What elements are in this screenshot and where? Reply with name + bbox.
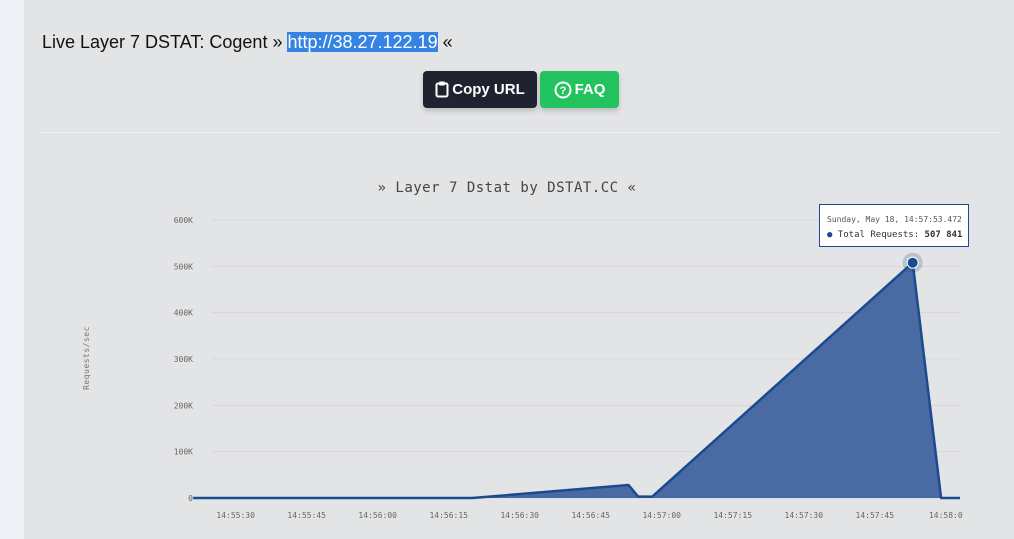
copy-url-button[interactable]: Copy URL: [423, 71, 537, 108]
left-rail: [0, 0, 24, 539]
y-tick-label: 100K: [174, 448, 193, 457]
x-tick-label: 14:58:0: [929, 511, 963, 520]
y-tick-label: 200K: [174, 401, 193, 410]
clipboard-icon: [435, 81, 449, 98]
highlight-point: [906, 256, 919, 269]
x-tick-label: 14:56:30: [500, 511, 539, 520]
y-tick-label: 300K: [174, 355, 193, 364]
faq-label: FAQ: [574, 81, 606, 98]
page-header: Live Layer 7 DSTAT: Cogent » http://38.2…: [42, 32, 453, 53]
copy-url-label: Copy URL: [452, 81, 525, 98]
series-line: [193, 261, 960, 500]
x-tick-label: 14:55:30: [216, 511, 255, 520]
chart-tooltip: Sunday, May 18, 14:57:53.472 ● Total Req…: [819, 204, 969, 247]
x-tick-label: 14:56:00: [358, 511, 397, 520]
y-tick-label: 500K: [174, 262, 193, 271]
x-tick-label: 14:56:45: [571, 511, 610, 520]
chart-title: » Layer 7 Dstat by DSTAT.CC «: [377, 180, 637, 196]
tooltip-value: 507 841: [924, 230, 963, 240]
tooltip-date: Sunday, May 18, 14:57:53.472: [827, 215, 962, 224]
question-circle-icon: ?: [554, 81, 572, 98]
x-tick-label: 14:57:30: [785, 511, 824, 520]
x-tick-label: 14:57:00: [642, 511, 681, 520]
action-buttons: Copy URL ? FAQ: [423, 71, 619, 108]
x-tick-label: 14:57:45: [856, 511, 895, 520]
x-tick-label: 14:57:15: [713, 511, 752, 520]
header-prefix: Live Layer 7 DSTAT: Cogent »: [42, 32, 283, 52]
y-axis-label: Requests/sec: [82, 326, 91, 390]
y-tick-label: 400K: [174, 309, 193, 318]
series-area: [193, 262, 961, 498]
target-url[interactable]: http://38.27.122.19: [287, 32, 438, 52]
divider: [40, 132, 1000, 133]
tooltip-row: ● Total Requests: 507 841: [827, 230, 962, 240]
y-tick-label: 600K: [174, 216, 193, 225]
header-suffix: «: [442, 32, 453, 52]
y-tick-label: 0: [188, 494, 193, 503]
x-tick-label: 14:55:45: [287, 511, 326, 520]
tooltip-label: Total Requests:: [837, 230, 920, 240]
x-tick-label: 14:56:15: [429, 511, 468, 520]
svg-text:?: ?: [559, 85, 566, 97]
series-dot-icon: ●: [827, 230, 833, 240]
faq-button[interactable]: ? FAQ: [540, 71, 619, 108]
